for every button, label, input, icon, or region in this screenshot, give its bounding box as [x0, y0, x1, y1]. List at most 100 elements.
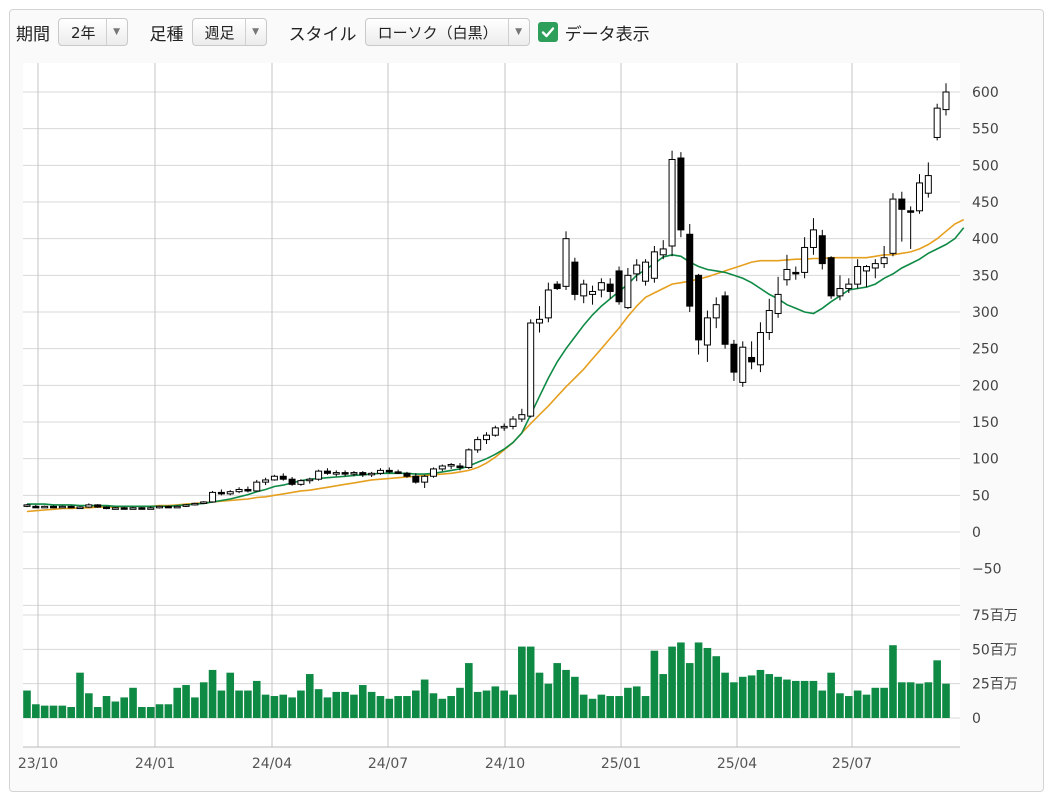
candle-body-up	[889, 198, 897, 254]
chevron-down-icon: ▼	[113, 27, 120, 37]
candle-body-up	[562, 238, 570, 287]
volume-bar	[438, 698, 447, 718]
candle-body-down	[748, 356, 756, 363]
volume-bar	[712, 656, 721, 718]
candle-body-down	[818, 235, 826, 265]
candle-body-up	[315, 470, 323, 480]
y-tick-label: 100	[972, 452, 999, 468]
candle-body-up	[182, 504, 190, 507]
candle-body-up	[527, 322, 535, 417]
volume-bar	[93, 707, 102, 718]
candle-body-down	[244, 488, 252, 492]
volume-bar	[694, 642, 703, 718]
volume-bar	[367, 691, 376, 718]
candle-body-down	[217, 491, 225, 495]
show-data-label: データ表示	[564, 24, 650, 45]
volume-bar	[703, 647, 712, 718]
volume-bar	[199, 682, 208, 718]
volume-bar	[305, 674, 314, 718]
y-tick-label: 150	[972, 415, 999, 431]
candle-body-up	[624, 274, 632, 309]
y-tick-label: 400	[972, 232, 999, 248]
y-tick-label: 550	[972, 122, 999, 138]
candle-body-up	[854, 266, 862, 285]
candle-body-down	[32, 505, 40, 509]
volume-bar	[23, 690, 31, 718]
volume-bar	[659, 674, 668, 718]
candle-body-up	[350, 472, 358, 475]
candle-body-down	[279, 475, 287, 480]
candle-body-up	[668, 158, 676, 247]
x-tick-label: 25/04	[717, 756, 757, 772]
candle-body-up	[933, 107, 941, 138]
volume-bar	[677, 642, 685, 718]
candle-body-up	[429, 468, 437, 477]
volume-bar	[270, 696, 279, 718]
volume-bar	[67, 707, 75, 718]
candle-body-up	[465, 449, 473, 468]
volume-bar	[756, 669, 765, 718]
show-data-checkbox[interactable]	[537, 22, 558, 42]
y-tick-label: 350	[972, 268, 999, 284]
candle-body-up	[235, 488, 243, 493]
volume-bar	[191, 697, 199, 718]
candle-body-up	[880, 257, 888, 265]
volume-bar	[774, 676, 782, 718]
x-tick-label: 24/10	[485, 756, 525, 772]
candle-body-up	[712, 304, 720, 319]
candle-body-up	[774, 293, 782, 314]
candle-body-up	[597, 282, 605, 291]
volume-bar	[526, 646, 535, 718]
volume-bar	[632, 686, 641, 718]
candle-body-down	[94, 504, 102, 508]
y-tick-label: 0	[972, 525, 981, 541]
volume-bar	[173, 687, 182, 718]
candle-body-up	[845, 283, 853, 290]
interval-select[interactable]: 週足 ▼	[191, 18, 267, 46]
volume-bar	[412, 690, 420, 718]
candle-body-up	[633, 264, 641, 275]
volume-bar	[341, 691, 349, 718]
candle-body-up	[544, 289, 552, 319]
volume-bar	[297, 690, 305, 718]
volume-bar	[288, 697, 296, 718]
candle-body-down	[385, 469, 393, 473]
candle-body-up	[536, 318, 544, 324]
period-select[interactable]: 2年 ▼	[58, 18, 128, 46]
volume-bar	[429, 693, 438, 718]
candle-body-up	[518, 414, 526, 420]
candle-body-down	[341, 472, 349, 475]
candle-body-down	[730, 343, 738, 373]
y-tick-label: 600	[972, 85, 999, 101]
candle-body-up	[809, 229, 817, 248]
candle-body-down	[359, 472, 367, 476]
candle-body-up	[41, 505, 49, 509]
volume-bar	[544, 683, 553, 718]
volume-bar	[597, 694, 606, 718]
volume-bar	[473, 691, 482, 718]
volume-bar	[615, 696, 623, 718]
candle-body-down	[792, 271, 800, 275]
stock-chart[interactable]: 23/10 24/01 24/04 24/07 24/10 25/01 25/04 25/07…	[10, 10, 1045, 793]
volume-bar	[889, 645, 897, 718]
volume-bar	[403, 696, 411, 718]
volume-bar	[765, 674, 774, 718]
volume-bar	[880, 687, 888, 718]
style-select-divider	[507, 19, 509, 45]
candle-body-down	[898, 198, 906, 210]
candle-body-down	[456, 465, 464, 468]
volume-bar	[111, 701, 120, 718]
candle-body-up	[739, 346, 747, 383]
volume-bar	[182, 685, 190, 718]
y-tick-label: 250	[972, 342, 999, 358]
volume-bar	[809, 680, 818, 718]
candle-body-down	[686, 233, 694, 307]
candle-body-up	[756, 332, 764, 366]
volume-bar	[394, 696, 402, 718]
style-select[interactable]: ローソク（白黒） ▼	[364, 18, 530, 46]
candle-body-up	[270, 475, 278, 481]
candle-body-down	[120, 507, 128, 510]
volume-bar	[385, 698, 394, 718]
candle-body-up	[262, 479, 270, 483]
candle-body-up	[76, 506, 84, 510]
